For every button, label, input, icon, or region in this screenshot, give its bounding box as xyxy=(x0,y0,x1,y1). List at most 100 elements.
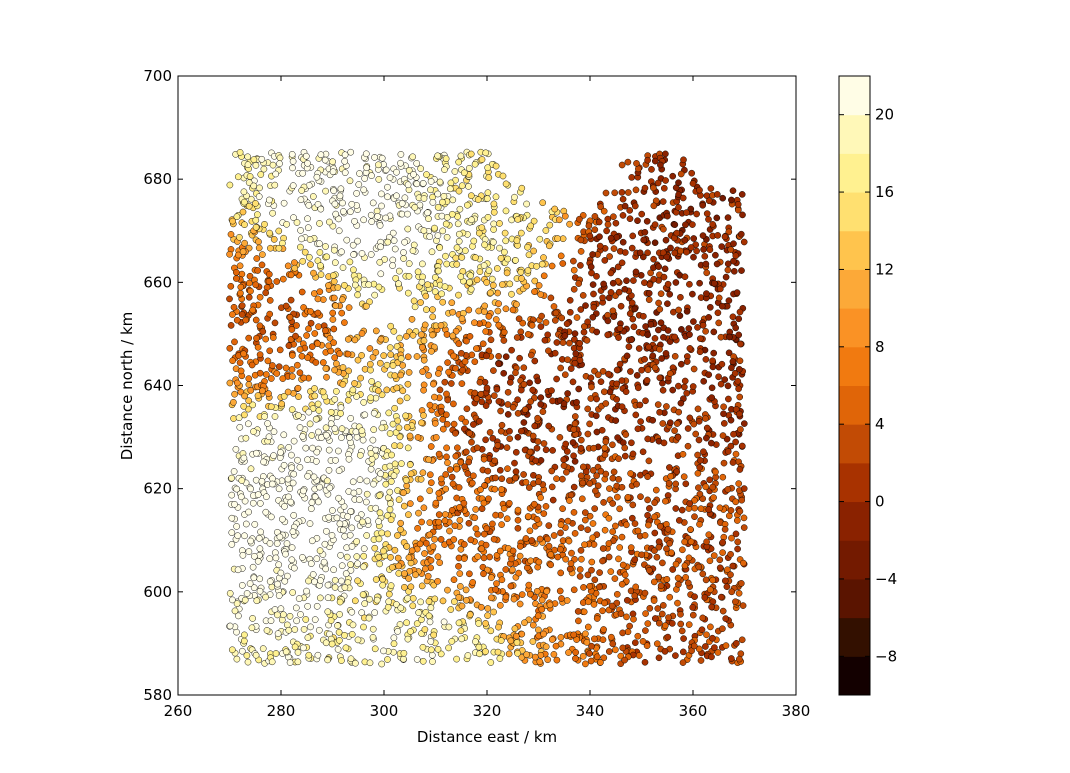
scatter-point xyxy=(226,295,233,303)
scatter-point xyxy=(682,221,689,229)
scatter-point xyxy=(381,256,388,263)
scatter-point xyxy=(417,475,425,483)
scatter-point xyxy=(711,644,718,651)
scatter-point xyxy=(621,571,629,579)
scatter-point xyxy=(471,514,479,522)
scatter-point xyxy=(324,581,332,589)
scatter-point xyxy=(713,191,721,198)
scatter-point xyxy=(425,612,433,620)
scatter-point xyxy=(500,337,508,344)
scatter-point xyxy=(613,380,621,388)
scatter-point xyxy=(624,189,632,196)
scatter-point xyxy=(404,210,411,218)
scatter-point xyxy=(703,538,710,546)
scatter-point xyxy=(270,428,278,436)
scatter-point xyxy=(312,359,320,366)
scatter-point xyxy=(566,296,574,304)
scatter-point xyxy=(642,627,649,634)
scatter-point xyxy=(733,517,741,524)
scatter-point xyxy=(651,499,658,507)
scatter-point xyxy=(700,246,707,253)
scatter-point xyxy=(643,377,651,384)
scatter-point xyxy=(439,227,447,235)
scatter-point xyxy=(656,345,663,353)
scatter-point xyxy=(565,649,572,656)
scatter-point xyxy=(265,278,273,285)
scatter-point xyxy=(621,249,629,256)
scatter-point xyxy=(659,420,667,427)
scatter-point xyxy=(262,335,270,343)
scatter-point xyxy=(707,185,715,192)
scatter-point xyxy=(371,544,379,552)
scatter-point xyxy=(664,300,671,308)
scatter-point xyxy=(269,209,276,217)
scatter-point xyxy=(719,473,727,481)
scatter-point xyxy=(287,296,295,304)
scatter-point xyxy=(431,420,439,427)
scatter-point xyxy=(444,396,452,404)
scatter-point xyxy=(384,530,391,538)
scatter-point xyxy=(341,151,349,159)
scatter-point xyxy=(260,165,268,173)
scatter-point xyxy=(258,477,266,485)
scatter-point xyxy=(734,206,742,214)
scatter-point xyxy=(448,638,456,645)
scatter-point xyxy=(389,362,397,369)
scatter-point xyxy=(441,517,449,525)
scatter-point xyxy=(627,368,634,375)
scatter-point xyxy=(270,236,278,243)
scatter-point xyxy=(685,554,693,562)
scatter-point xyxy=(682,480,690,488)
scatter-point xyxy=(540,254,547,261)
scatter-point xyxy=(348,200,356,208)
scatter-point xyxy=(276,154,284,162)
scatter-point xyxy=(664,327,672,334)
scatter-point xyxy=(393,601,400,608)
scatter-point xyxy=(624,158,632,166)
scatter-point xyxy=(386,344,394,351)
scatter-point xyxy=(403,619,410,627)
scatter-point xyxy=(242,520,250,528)
scatter-point xyxy=(572,649,580,656)
scatter-point xyxy=(734,201,742,208)
scatter-point xyxy=(273,278,281,285)
y-axis-label: Distance north / km xyxy=(118,312,136,460)
scatter-point xyxy=(347,415,355,422)
scatter-point xyxy=(337,185,345,193)
scatter-point xyxy=(287,271,295,279)
scatter-point xyxy=(245,293,253,301)
scatter-point xyxy=(472,525,480,532)
scatter-point xyxy=(475,307,483,315)
scatter-point xyxy=(403,424,411,431)
scatter-point xyxy=(465,183,472,190)
scatter-point xyxy=(380,547,387,555)
scatter-point xyxy=(669,386,677,394)
scatter-point xyxy=(551,317,559,324)
scatter-point xyxy=(719,432,727,439)
scatter-point xyxy=(657,290,665,298)
scatter-point xyxy=(573,398,580,406)
scatter-point xyxy=(360,216,367,224)
scatter-point xyxy=(639,638,647,645)
scatter-point xyxy=(478,398,486,406)
scatter-point xyxy=(356,170,363,177)
scatter-point xyxy=(477,390,485,398)
scatter-point xyxy=(650,202,658,210)
scatter-point xyxy=(463,337,470,345)
scatter-point xyxy=(612,646,619,654)
scatter-point xyxy=(616,544,624,551)
scatter-point xyxy=(512,468,520,475)
scatter-point xyxy=(343,236,351,244)
scatter-point xyxy=(311,385,318,392)
scatter-point xyxy=(651,239,659,247)
scatter-point xyxy=(513,334,521,341)
scatter-point xyxy=(487,336,495,344)
scatter-point xyxy=(459,366,466,374)
scatter-point xyxy=(419,368,426,376)
scatter-point xyxy=(274,630,282,637)
scatter-point xyxy=(256,184,263,192)
scatter-point xyxy=(622,431,630,438)
scatter-point xyxy=(363,302,370,310)
scatter-point xyxy=(599,294,606,302)
scatter-point xyxy=(279,375,287,382)
